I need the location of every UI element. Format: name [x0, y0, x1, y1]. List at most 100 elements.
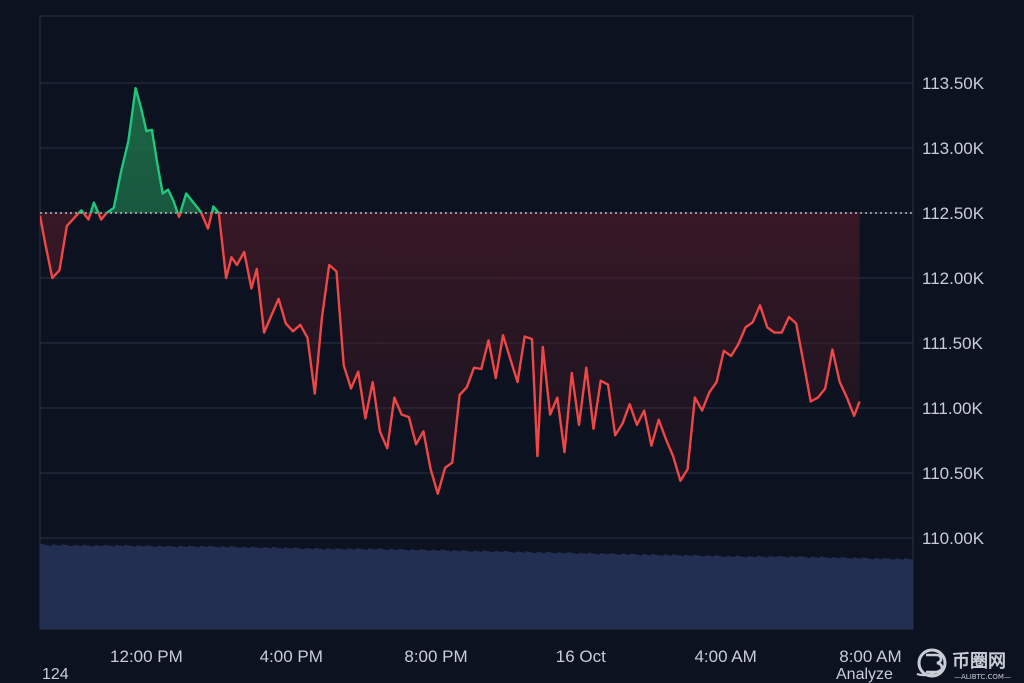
volume-bar: [645, 554, 649, 629]
volume-bar: [253, 547, 258, 629]
volume-bar: [443, 550, 447, 629]
volume-bar: [554, 553, 559, 629]
volume-bar: [274, 547, 279, 629]
volume-bar: [374, 549, 378, 629]
volume-bar: [690, 556, 694, 629]
volume-bar: [437, 550, 441, 629]
volume-bar: [723, 557, 727, 629]
volume-bar: [392, 549, 396, 629]
volume-bar: [825, 557, 830, 629]
volume-bar: [214, 546, 219, 629]
volume-bar: [118, 545, 122, 629]
volume-bar: [822, 557, 827, 629]
volume-bar: [572, 553, 577, 629]
price-line-down: [40, 213, 861, 495]
volume-bar: [280, 548, 285, 629]
volume-bar: [232, 546, 237, 629]
x-tick-label: 8:00 AM: [839, 647, 901, 666]
volume-bar: [94, 545, 98, 629]
volume-bar: [238, 547, 243, 629]
x-tick-label: 8:00 PM: [404, 647, 467, 666]
price-line-up: [77, 87, 221, 213]
volume-bar: [208, 545, 212, 629]
volume-bar: [624, 554, 628, 629]
y-tick-label: 113.00K: [922, 139, 985, 158]
volume-bar: [217, 547, 222, 629]
volume-bar: [112, 546, 116, 629]
volume-bar: [575, 553, 580, 629]
volume-bar: [265, 547, 270, 629]
volume-bar: [617, 554, 622, 629]
volume-bar: [91, 546, 95, 629]
volume-bar: [157, 545, 161, 629]
volume-bar: [271, 547, 276, 629]
volume-bar: [762, 556, 766, 629]
volume-bar: [560, 552, 565, 629]
y-tick-label: 110.50K: [922, 464, 985, 483]
volume-bar: [888, 559, 893, 629]
volume-bar: [494, 551, 498, 629]
volume-bar: [696, 555, 700, 629]
volume-bar: [148, 545, 152, 629]
volume-bar: [446, 550, 450, 629]
volume-bar: [852, 557, 857, 629]
volume-bar: [310, 549, 315, 629]
x-tick-label: 4:00 PM: [260, 647, 323, 666]
volume-bar: [184, 546, 188, 629]
volume-bar: [551, 552, 556, 629]
volume-bar: [605, 554, 610, 629]
volume-bar: [283, 547, 288, 629]
volume-bar: [289, 548, 294, 629]
volume-bar: [614, 554, 619, 629]
volume-bar: [584, 553, 589, 629]
volume-bar: [849, 558, 854, 629]
volume-bar: [461, 550, 465, 629]
volume-bar: [630, 553, 634, 629]
volume-bar: [843, 557, 848, 629]
volume-bar: [482, 550, 486, 629]
volume-bar: [353, 549, 357, 629]
volume-bar: [362, 549, 366, 629]
volume-bar: [130, 546, 134, 629]
volume-bar: [642, 554, 646, 629]
volume-bar: [413, 549, 417, 629]
watermark-sub: —ALIBTC.COM—: [954, 673, 1011, 681]
volume-bar: [756, 555, 760, 629]
volume-bar: [663, 554, 667, 629]
volume-bar: [371, 549, 375, 629]
volume-bar: [864, 558, 869, 629]
volume-bar: [729, 556, 733, 629]
volume-bar: [202, 546, 206, 629]
volume-bar: [771, 556, 775, 629]
y-tick-label: 111.00K: [922, 399, 983, 418]
volume-bar: [636, 554, 640, 629]
volume-bar: [894, 558, 899, 629]
volume-bar: [524, 551, 529, 629]
volume-bar: [404, 549, 408, 629]
volume-bar: [569, 552, 574, 629]
volume-bar: [654, 554, 658, 629]
volume-bar: [428, 550, 432, 629]
watermark-brand: 币圈网: [952, 651, 1006, 672]
volume-bar: [220, 546, 225, 629]
volume-bar: [611, 553, 616, 629]
volume-bar: [855, 558, 860, 629]
volume-bar: [795, 557, 800, 629]
volume-bar: [804, 557, 809, 629]
volume-bar: [726, 555, 730, 629]
x-axis: 12:00 PM 4:00 PM 8:00 PM 16 Oct 4:00 AM 8:00 …: [110, 647, 902, 666]
volume-bar: [160, 546, 164, 629]
volume-bar: [64, 545, 68, 629]
volume-bar: [735, 555, 739, 629]
volume-bar: [491, 552, 495, 629]
analyze-link[interactable]: Analyze: [836, 666, 893, 683]
volume-bar: [301, 549, 306, 629]
volume-bar: [593, 553, 598, 629]
volume-bar: [452, 550, 456, 629]
volume-bar: [61, 544, 65, 629]
volume-bar: [395, 550, 399, 629]
volume-bar: [497, 551, 501, 629]
volume-bar: [587, 552, 592, 629]
volume-bar: [503, 550, 508, 629]
